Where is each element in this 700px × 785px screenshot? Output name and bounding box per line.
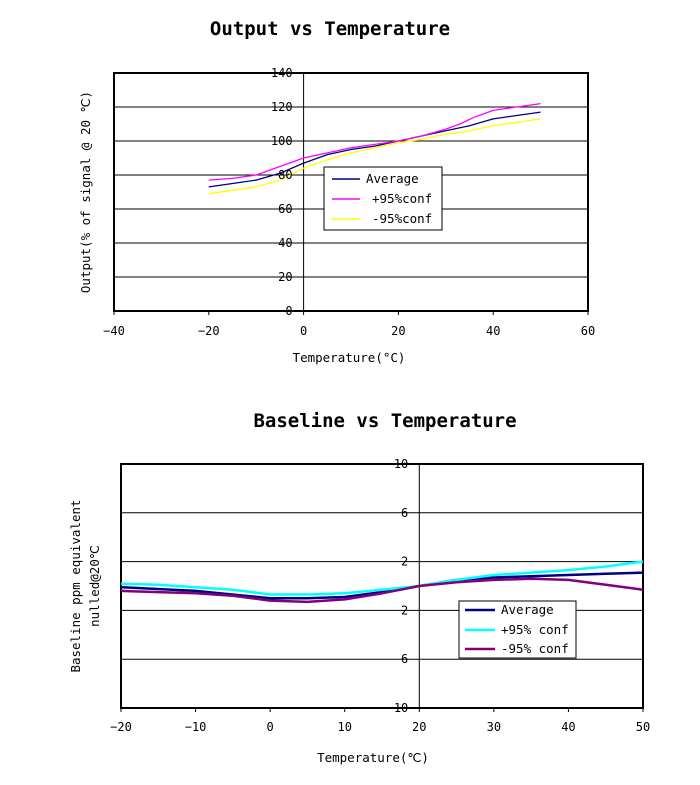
- baseline-y-tick-label: 10: [394, 701, 408, 715]
- output-y-tick-label: 100: [271, 134, 293, 148]
- output-x-axis-label: Temperature(°C): [293, 350, 406, 365]
- baseline-chart-title: Baseline vs Temperature: [253, 410, 516, 432]
- baseline-x-axis-label: Temperature(℃): [317, 750, 429, 765]
- baseline-x-tick-label: 40: [561, 720, 575, 734]
- baseline-y-ticks: 10 6 2 2 6 10: [394, 457, 408, 715]
- baseline-y-axis-label-line1: Baseline ppm equivalent: [68, 499, 83, 672]
- baseline-x-tick-label: −10: [185, 720, 207, 734]
- baseline-y-axis-label-line2: nulled@20℃: [87, 545, 102, 627]
- baseline-y-tick-label: 6: [401, 506, 408, 520]
- output-legend-label-average: Average: [366, 171, 419, 186]
- output-legend-label-plus95: +95%conf: [372, 191, 432, 206]
- baseline-x-tick-label: 20: [412, 720, 426, 734]
- output-series-line-2: [208, 118, 541, 195]
- baseline-series: [120, 560, 644, 604]
- baseline-legend-label-plus95: +95% conf: [501, 622, 569, 637]
- output-y-tick-label: 60: [278, 202, 292, 216]
- output-x-tick-label: 20: [391, 324, 405, 338]
- baseline-x-tick-label: 30: [487, 720, 501, 734]
- output-x-ticks: −40 −20 0 20 40 60: [103, 324, 595, 338]
- output-y-tick-label: 120: [271, 100, 293, 114]
- output-y-tick-label: 80: [278, 168, 292, 182]
- baseline-y-tick-label: 2: [401, 555, 408, 569]
- output-series-line-1: [208, 102, 541, 181]
- output-chart-title: Output vs Temperature: [210, 18, 450, 40]
- output-chart: Output vs Temperature 0 20 40 60 80 100 120 140…: [78, 18, 595, 365]
- output-y-tick-label: 0: [285, 304, 292, 318]
- baseline-x-tick-label: 10: [337, 720, 351, 734]
- baseline-x-tick-label: 0: [267, 720, 274, 734]
- output-series: [208, 102, 541, 195]
- baseline-x-ticks: −20 −10 0 10 20 30 40 50: [110, 720, 650, 734]
- baseline-legend: Average +95% conf -95% conf: [458, 600, 577, 659]
- output-y-tick-label: 20: [278, 270, 292, 284]
- baseline-x-tick-label: 50: [636, 720, 650, 734]
- baseline-chart: Baseline vs Temperature 10 6 2 2 6 10 −20 −10 0…: [68, 410, 650, 765]
- output-x-tick-label: 40: [486, 324, 500, 338]
- output-x-tick-label: 0: [300, 324, 307, 338]
- baseline-plot-area: [120, 463, 644, 709]
- output-y-ticks: 0 20 40 60 80 100 120 140: [271, 66, 293, 318]
- baseline-series-line-1: [120, 560, 644, 596]
- output-y-tick-label: 140: [271, 66, 293, 80]
- output-legend-label-minus95: -95%conf: [372, 211, 432, 226]
- output-x-tick-label: −40: [103, 324, 125, 338]
- baseline-y-tick-label: 2: [401, 603, 408, 617]
- baseline-legend-label-average: Average: [501, 602, 554, 617]
- output-y-axis-label: Output(% of signal @ 20 ℃): [78, 91, 93, 293]
- baseline-x-tick-label: −20: [110, 720, 132, 734]
- baseline-legend-label-minus95: -95% conf: [501, 641, 569, 656]
- baseline-series-line-2: [120, 577, 644, 604]
- output-x-tick-label: 60: [581, 324, 595, 338]
- baseline-y-tick-label: 10: [394, 457, 408, 471]
- output-series-line-0: [208, 111, 541, 188]
- baseline-y-tick-label: 6: [401, 652, 408, 666]
- output-legend: Average +95%conf -95%conf: [323, 166, 443, 231]
- output-y-tick-label: 40: [278, 236, 292, 250]
- output-x-tick-label: −20: [198, 324, 220, 338]
